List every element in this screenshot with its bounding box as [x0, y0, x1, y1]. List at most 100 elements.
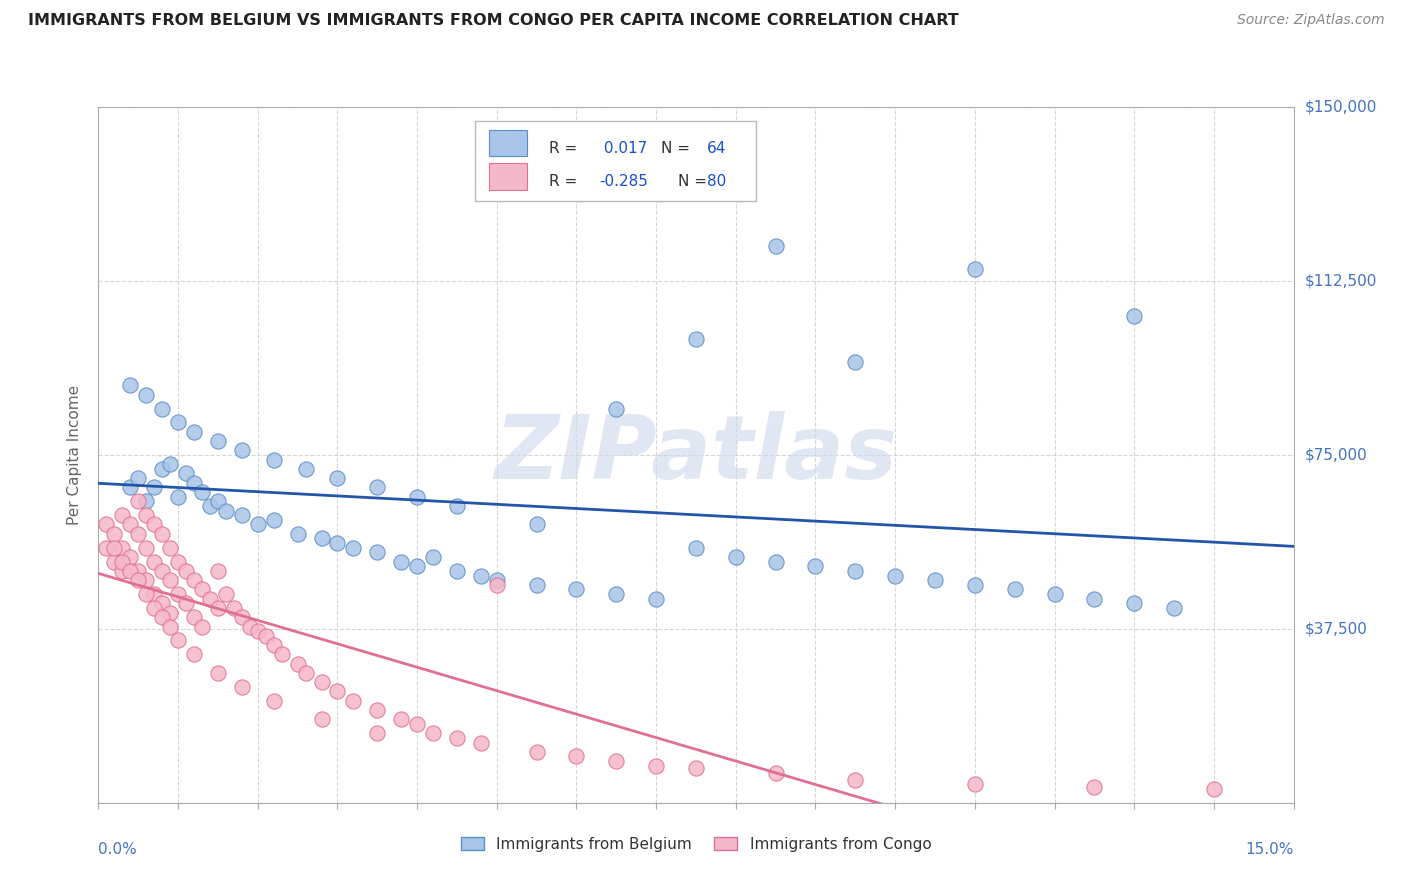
Point: [120, 549, 142, 564]
Text: IMMIGRANTS FROM BELGIUM VS IMMIGRANTS FROM CONGO PER CAPITA INCOME CORRELATION C: IMMIGRANTS FROM BELGIUM VS IMMIGRANTS FR…: [28, 13, 959, 29]
Point: [111, 541, 134, 555]
Point: [446, 564, 468, 578]
Point: [311, 675, 333, 690]
Point: [174, 467, 197, 481]
Point: [1043, 587, 1066, 601]
Text: R =: R =: [548, 174, 578, 189]
Point: [127, 471, 149, 485]
Point: [470, 735, 492, 749]
Text: 0.0%: 0.0%: [98, 842, 138, 856]
Point: [765, 239, 787, 253]
Text: 80: 80: [707, 174, 725, 189]
Point: [120, 564, 142, 578]
Point: [103, 541, 125, 555]
Point: [111, 508, 134, 523]
Point: [159, 606, 181, 620]
Point: [565, 749, 588, 764]
Point: [804, 559, 827, 574]
Point: [127, 564, 149, 578]
Point: [103, 526, 125, 541]
Point: [143, 480, 166, 494]
Point: [1123, 596, 1146, 610]
Point: [685, 761, 707, 775]
Text: ZIPatlas: ZIPatlas: [495, 411, 897, 499]
Point: [1163, 601, 1185, 615]
Point: [446, 499, 468, 513]
Point: [645, 591, 668, 606]
Text: $37,500: $37,500: [1305, 622, 1368, 636]
Point: [207, 434, 229, 448]
Point: [183, 475, 205, 490]
Point: [127, 494, 149, 508]
Point: [366, 726, 388, 740]
Point: [326, 536, 349, 550]
Point: [207, 564, 229, 578]
Text: $112,500: $112,500: [1305, 274, 1376, 288]
Point: [183, 610, 205, 624]
Point: [963, 578, 986, 592]
Point: [111, 564, 134, 578]
Point: [135, 387, 157, 401]
Point: [183, 573, 205, 587]
Point: [270, 648, 292, 662]
Point: [135, 573, 157, 587]
Point: [167, 633, 190, 648]
Point: [215, 503, 238, 517]
Point: [159, 573, 181, 587]
Point: [342, 694, 364, 708]
Text: R =: R =: [548, 141, 578, 156]
Point: [446, 731, 468, 745]
Point: [1083, 591, 1105, 606]
Text: 64: 64: [707, 141, 725, 156]
Point: [605, 401, 627, 416]
Point: [963, 262, 986, 277]
Text: -0.285: -0.285: [599, 174, 648, 189]
Point: [207, 601, 229, 615]
Point: [159, 457, 181, 471]
Point: [963, 777, 986, 791]
Point: [326, 684, 349, 698]
Point: [239, 619, 262, 633]
Point: [207, 665, 229, 680]
Point: [174, 564, 197, 578]
Point: [167, 587, 190, 601]
Point: [135, 494, 157, 508]
Point: [183, 648, 205, 662]
Point: [150, 596, 173, 610]
Point: [191, 485, 214, 500]
Point: [263, 638, 285, 652]
Point: [685, 332, 707, 346]
Point: [1202, 781, 1225, 796]
Y-axis label: Per Capita Income: Per Capita Income: [67, 384, 83, 525]
Point: [120, 480, 142, 494]
Point: [159, 619, 181, 633]
Point: [254, 629, 277, 643]
Point: [143, 517, 166, 532]
Point: [150, 610, 173, 624]
Point: [96, 541, 118, 555]
Point: [135, 541, 157, 555]
Point: [526, 578, 548, 592]
Point: [844, 355, 866, 369]
Point: [246, 517, 269, 532]
Point: [389, 555, 412, 569]
Point: [150, 462, 173, 476]
Point: [294, 665, 316, 680]
Point: [143, 555, 166, 569]
Point: [143, 601, 166, 615]
Point: [198, 591, 221, 606]
Point: [167, 555, 190, 569]
Point: [231, 443, 253, 458]
Point: [198, 499, 221, 513]
Point: [366, 480, 388, 494]
Point: [96, 517, 118, 532]
FancyBboxPatch shape: [475, 121, 756, 201]
Point: [765, 765, 787, 780]
Point: [765, 555, 787, 569]
Point: [844, 772, 866, 787]
Point: [135, 587, 157, 601]
Point: [222, 601, 245, 615]
Point: [263, 452, 285, 467]
Point: [103, 555, 125, 569]
Point: [207, 494, 229, 508]
